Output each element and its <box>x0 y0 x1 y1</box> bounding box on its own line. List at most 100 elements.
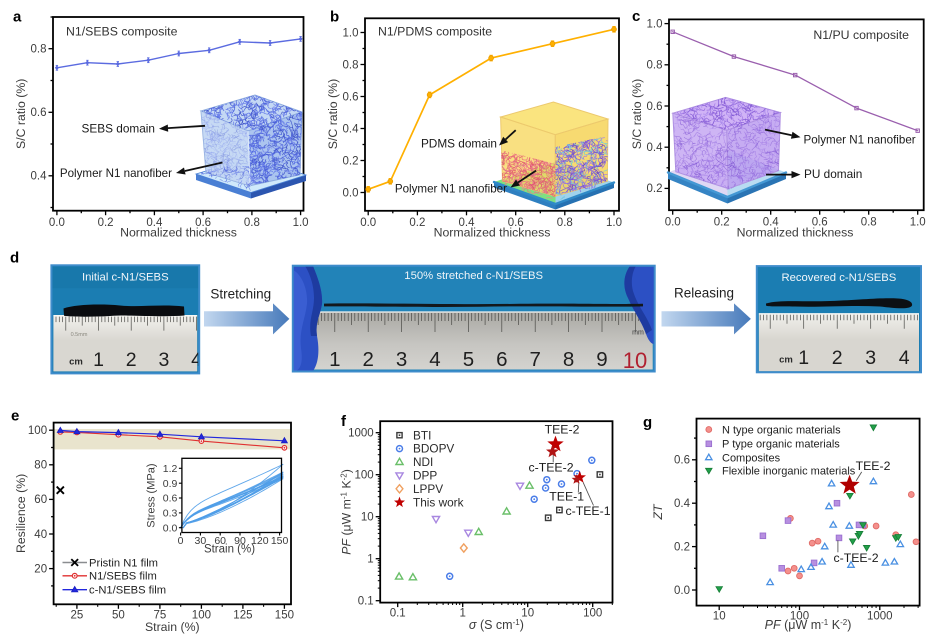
svg-text:1.0: 1.0 <box>343 27 359 39</box>
svg-text:1.2: 1.2 <box>163 463 178 475</box>
svg-text:1.0: 1.0 <box>606 217 622 229</box>
svg-text:Pristin N1 film: Pristin N1 film <box>89 557 158 569</box>
svg-text:cm: cm <box>69 357 83 368</box>
svg-text:TEE-1: TEE-1 <box>549 490 584 504</box>
svg-text:0.6: 0.6 <box>163 493 178 505</box>
svg-text:0.8: 0.8 <box>557 217 573 229</box>
svg-text:c-N1/SEBS film: c-N1/SEBS film <box>89 585 166 597</box>
svg-text:0.1: 0.1 <box>358 596 374 608</box>
svg-text:g: g <box>643 414 652 431</box>
svg-text:1: 1 <box>329 348 340 371</box>
svg-text:e: e <box>11 408 19 425</box>
svg-text:P type organic materials: P type organic materials <box>722 439 840 451</box>
svg-text:0.6: 0.6 <box>674 455 690 467</box>
svg-text:Polymer N1 nanofiber: Polymer N1 nanofiber <box>60 167 172 180</box>
svg-text:0.8: 0.8 <box>244 217 260 229</box>
svg-text:0.5mm: 0.5mm <box>71 332 88 338</box>
svg-text:a: a <box>13 9 22 26</box>
svg-text:100: 100 <box>583 608 602 620</box>
svg-text:c-TEE-1: c-TEE-1 <box>565 504 610 518</box>
svg-text:0: 0 <box>178 535 184 547</box>
svg-text:S/C ratio (%): S/C ratio (%) <box>14 79 28 149</box>
svg-text:1: 1 <box>459 608 465 620</box>
svg-text:σ (S cm-1): σ (S cm-1) <box>469 618 524 633</box>
svg-text:5: 5 <box>463 348 474 371</box>
svg-text:150% stretched c-N1/SEBS: 150% stretched c-N1/SEBS <box>404 270 543 282</box>
svg-text:Stretching: Stretching <box>210 286 271 301</box>
svg-text:d: d <box>10 250 19 267</box>
svg-text:N1/PDMS composite: N1/PDMS composite <box>378 25 492 39</box>
svg-text:0.4: 0.4 <box>146 217 163 229</box>
svg-text:1: 1 <box>93 349 104 371</box>
svg-text:This work: This work <box>413 496 464 510</box>
svg-text:0.0: 0.0 <box>163 522 178 534</box>
svg-text:c-TEE-2: c-TEE-2 <box>528 461 573 475</box>
svg-text:LPPV: LPPV <box>413 482 443 496</box>
svg-text:0.6: 0.6 <box>812 216 828 228</box>
svg-text:3: 3 <box>158 349 169 371</box>
svg-text:1000: 1000 <box>867 611 893 623</box>
svg-text:Normalized thickness: Normalized thickness <box>120 226 237 240</box>
svg-text:Stress (MPa): Stress (MPa) <box>146 464 158 528</box>
svg-text:1: 1 <box>367 554 373 566</box>
svg-text:100: 100 <box>355 470 374 482</box>
svg-text:0.0: 0.0 <box>49 217 65 229</box>
svg-text:0.8: 0.8 <box>31 44 47 56</box>
svg-text:0.8: 0.8 <box>647 60 663 72</box>
svg-text:2: 2 <box>126 349 137 371</box>
svg-text:TEE-2: TEE-2 <box>856 459 891 473</box>
svg-text:b: b <box>330 9 339 26</box>
svg-text:Flexible inorganic materials: Flexible inorganic materials <box>722 465 856 477</box>
svg-text:0.8: 0.8 <box>343 59 359 71</box>
svg-text:0.4: 0.4 <box>343 123 360 135</box>
svg-text:0.6: 0.6 <box>508 217 524 229</box>
svg-text:0.2: 0.2 <box>714 216 730 228</box>
svg-text:10: 10 <box>623 348 647 373</box>
svg-text:2: 2 <box>362 348 373 371</box>
svg-text:0.0: 0.0 <box>665 216 681 228</box>
svg-text:0.3: 0.3 <box>163 508 178 520</box>
svg-text:1.0: 1.0 <box>910 216 926 228</box>
svg-text:c: c <box>632 8 640 25</box>
svg-text:N1/SEBS film: N1/SEBS film <box>89 571 157 583</box>
svg-text:1: 1 <box>798 347 809 369</box>
svg-text:60: 60 <box>34 494 47 506</box>
svg-text:6: 6 <box>496 348 507 371</box>
svg-text:0.6: 0.6 <box>31 107 47 119</box>
svg-text:7: 7 <box>529 348 540 371</box>
svg-text:1.0: 1.0 <box>647 18 663 30</box>
svg-text:NDI: NDI <box>413 455 433 469</box>
svg-text:Strain (%): Strain (%) <box>145 620 200 634</box>
svg-text:100: 100 <box>192 609 211 621</box>
svg-text:Polymer N1 nanofiber: Polymer N1 nanofiber <box>804 134 916 147</box>
svg-text:80: 80 <box>34 460 47 472</box>
svg-text:0.6: 0.6 <box>343 91 359 103</box>
svg-text:c-TEE-2: c-TEE-2 <box>833 551 878 565</box>
svg-text:Strain (%): Strain (%) <box>204 544 255 556</box>
svg-text:mm: mm <box>632 330 644 337</box>
svg-text:0.0: 0.0 <box>343 187 359 199</box>
svg-text:PDMS domain: PDMS domain <box>421 137 497 151</box>
svg-text:PF (μW m-1 K-2): PF (μW m-1 K-2) <box>339 469 354 555</box>
svg-text:0.6: 0.6 <box>647 101 663 113</box>
svg-text:100: 100 <box>28 425 47 437</box>
svg-text:N1/SEBS composite: N1/SEBS composite <box>66 25 178 39</box>
svg-text:10: 10 <box>361 512 374 524</box>
svg-text:Releasing: Releasing <box>674 286 734 301</box>
svg-text:Composites: Composites <box>722 452 781 464</box>
svg-text:0.8: 0.8 <box>861 216 877 228</box>
svg-text:Normalized thickness: Normalized thickness <box>434 226 551 240</box>
svg-text:4: 4 <box>191 349 202 371</box>
svg-text:PF (μW m-1 K-2): PF (μW m-1 K-2) <box>765 618 852 633</box>
svg-text:0.1: 0.1 <box>390 608 406 620</box>
svg-text:3: 3 <box>396 348 407 371</box>
svg-text:0.4: 0.4 <box>647 142 664 154</box>
svg-text:ZT: ZT <box>651 503 665 521</box>
svg-text:10: 10 <box>521 608 534 620</box>
svg-text:Initial c-N1/SEBS: Initial c-N1/SEBS <box>82 272 169 284</box>
svg-text:Resilience (%): Resilience (%) <box>14 474 28 553</box>
svg-text:S/C ratio (%): S/C ratio (%) <box>630 79 644 149</box>
svg-text:30: 30 <box>195 535 207 547</box>
svg-text:Recovered c-N1/SEBS: Recovered c-N1/SEBS <box>781 272 896 284</box>
svg-text:0.6: 0.6 <box>195 217 211 229</box>
